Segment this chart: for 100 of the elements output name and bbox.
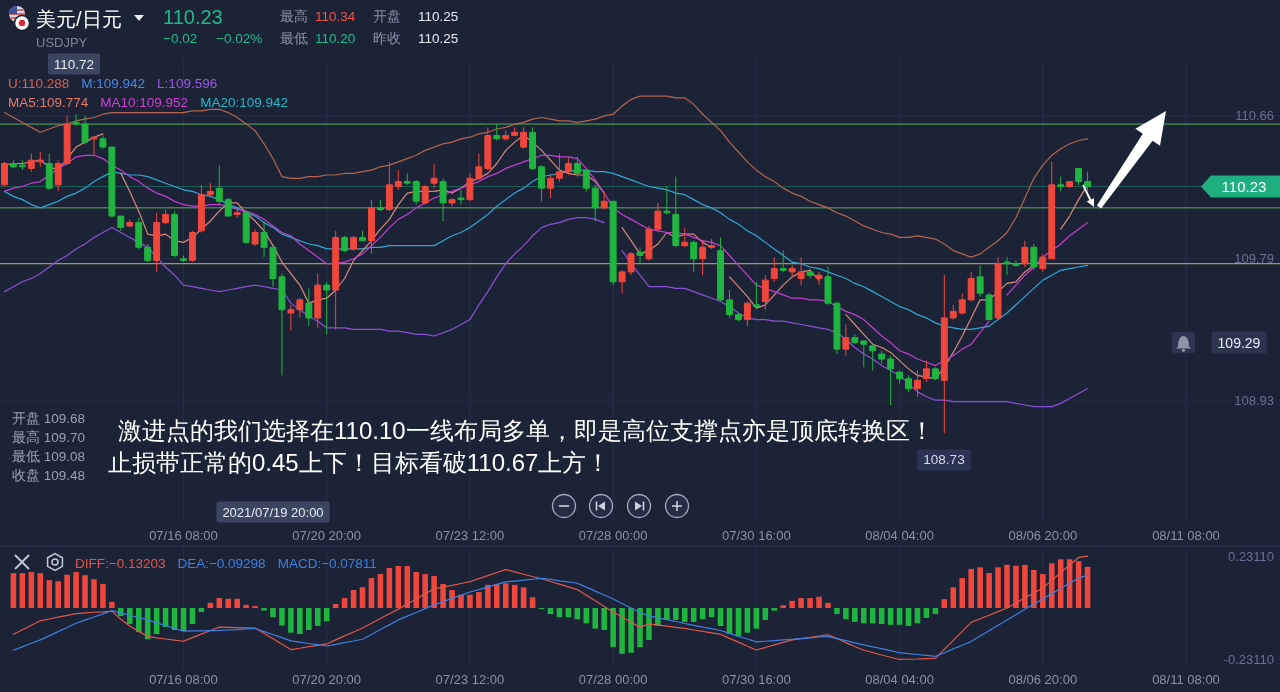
bar xyxy=(395,565,402,608)
bar xyxy=(350,590,357,608)
bar xyxy=(109,601,115,608)
text: 110.20 xyxy=(315,30,356,46)
candlestick xyxy=(1048,161,1056,260)
candlestick xyxy=(188,230,196,263)
candlestick xyxy=(761,274,769,311)
bar xyxy=(440,583,446,608)
candlestick xyxy=(27,153,35,173)
bar xyxy=(959,578,966,608)
candlestick xyxy=(806,268,814,279)
candlestick xyxy=(242,210,250,245)
bar xyxy=(878,608,885,624)
y-tick-label: -0.23110 xyxy=(1223,652,1274,668)
annotation: 109.29 xyxy=(1217,334,1261,351)
bar xyxy=(494,583,500,608)
text: 110.34 xyxy=(315,8,356,24)
y-tick-label: 0.23110 xyxy=(1227,548,1274,564)
annotation: 2021/07/19 20:00 xyxy=(222,504,324,520)
candlestick xyxy=(359,230,366,242)
bar xyxy=(977,567,983,608)
candlestick xyxy=(215,164,223,206)
x-tick-label: 08/11 08:00 xyxy=(1152,527,1220,543)
bar xyxy=(19,573,26,608)
bar xyxy=(628,608,634,653)
y-tick-label: 110.66 xyxy=(1235,108,1274,124)
annotation: L:109.596 xyxy=(157,75,218,91)
bar xyxy=(55,581,61,608)
candlestick xyxy=(717,236,725,302)
candlestick xyxy=(547,174,554,199)
bar xyxy=(592,608,599,629)
annotation: 激进点的我们选择在110.10一线布局多单，即是高位支撑点亦是顶底转换区！ xyxy=(118,416,934,444)
x-tick-label: 08/06 20:00 xyxy=(1008,527,1078,543)
bar xyxy=(386,568,393,608)
bar xyxy=(834,608,840,615)
candlestick xyxy=(636,246,644,265)
y-tick-label: 108.93 xyxy=(1234,392,1274,408)
candlestick xyxy=(940,274,948,434)
bar xyxy=(762,608,769,620)
bar xyxy=(1013,565,1019,608)
candlestick xyxy=(54,159,62,192)
annotation: U:110.288 xyxy=(8,75,70,91)
annotation: M:109.942 xyxy=(81,75,146,91)
bar xyxy=(270,608,276,618)
bar xyxy=(664,608,670,620)
bar xyxy=(198,608,205,613)
annotation: MA10:109.952 xyxy=(100,94,189,110)
candlestick xyxy=(421,184,429,206)
bar xyxy=(449,590,455,608)
candlestick xyxy=(869,343,877,371)
bar xyxy=(601,608,607,631)
annotation: 110.72 xyxy=(53,56,95,72)
bar xyxy=(950,587,957,608)
candlestick xyxy=(878,350,886,365)
bar xyxy=(529,597,536,608)
text: 开盘 xyxy=(373,8,401,24)
candlestick xyxy=(788,264,796,278)
candlestick xyxy=(994,256,1002,321)
candlestick xyxy=(815,271,823,286)
bar xyxy=(1048,563,1055,608)
annotation: MA5:109.774 xyxy=(8,94,89,110)
bar xyxy=(413,572,419,608)
text: 最高 xyxy=(280,8,308,24)
x-tick-label: 07/30 16:00 xyxy=(722,671,791,687)
candlestick xyxy=(949,304,957,321)
candlestick xyxy=(690,240,698,273)
candlestick xyxy=(1066,181,1074,189)
candlestick xyxy=(323,281,331,335)
bar xyxy=(297,608,303,635)
annotation: MACD:−0.07811 xyxy=(277,555,377,571)
bar xyxy=(923,608,930,618)
bar xyxy=(968,568,974,608)
text: 昨收 xyxy=(373,30,401,46)
bar xyxy=(986,572,992,608)
candlestick xyxy=(430,163,438,189)
bar xyxy=(807,598,813,608)
x-tick-label: 07/30 16:00 xyxy=(722,527,791,543)
candlestick xyxy=(162,209,170,225)
candlestick xyxy=(457,189,465,206)
bar xyxy=(646,608,652,640)
bar xyxy=(341,598,348,608)
bar xyxy=(852,608,858,622)
candlestick xyxy=(931,366,939,381)
candlestick xyxy=(350,235,358,252)
bar xyxy=(619,608,625,654)
candlestick xyxy=(851,333,859,345)
line-series xyxy=(3,169,1089,331)
bar xyxy=(306,608,312,631)
bar xyxy=(816,596,822,608)
candlestick xyxy=(600,190,608,210)
bar xyxy=(744,608,751,633)
bar xyxy=(216,598,223,608)
bar xyxy=(771,608,778,611)
candlestick xyxy=(36,151,44,168)
candlestick xyxy=(394,169,402,191)
candlestick xyxy=(251,228,259,247)
candlestick xyxy=(708,238,716,250)
bar xyxy=(100,583,106,608)
bar xyxy=(1031,570,1037,608)
candlestick xyxy=(564,156,572,176)
